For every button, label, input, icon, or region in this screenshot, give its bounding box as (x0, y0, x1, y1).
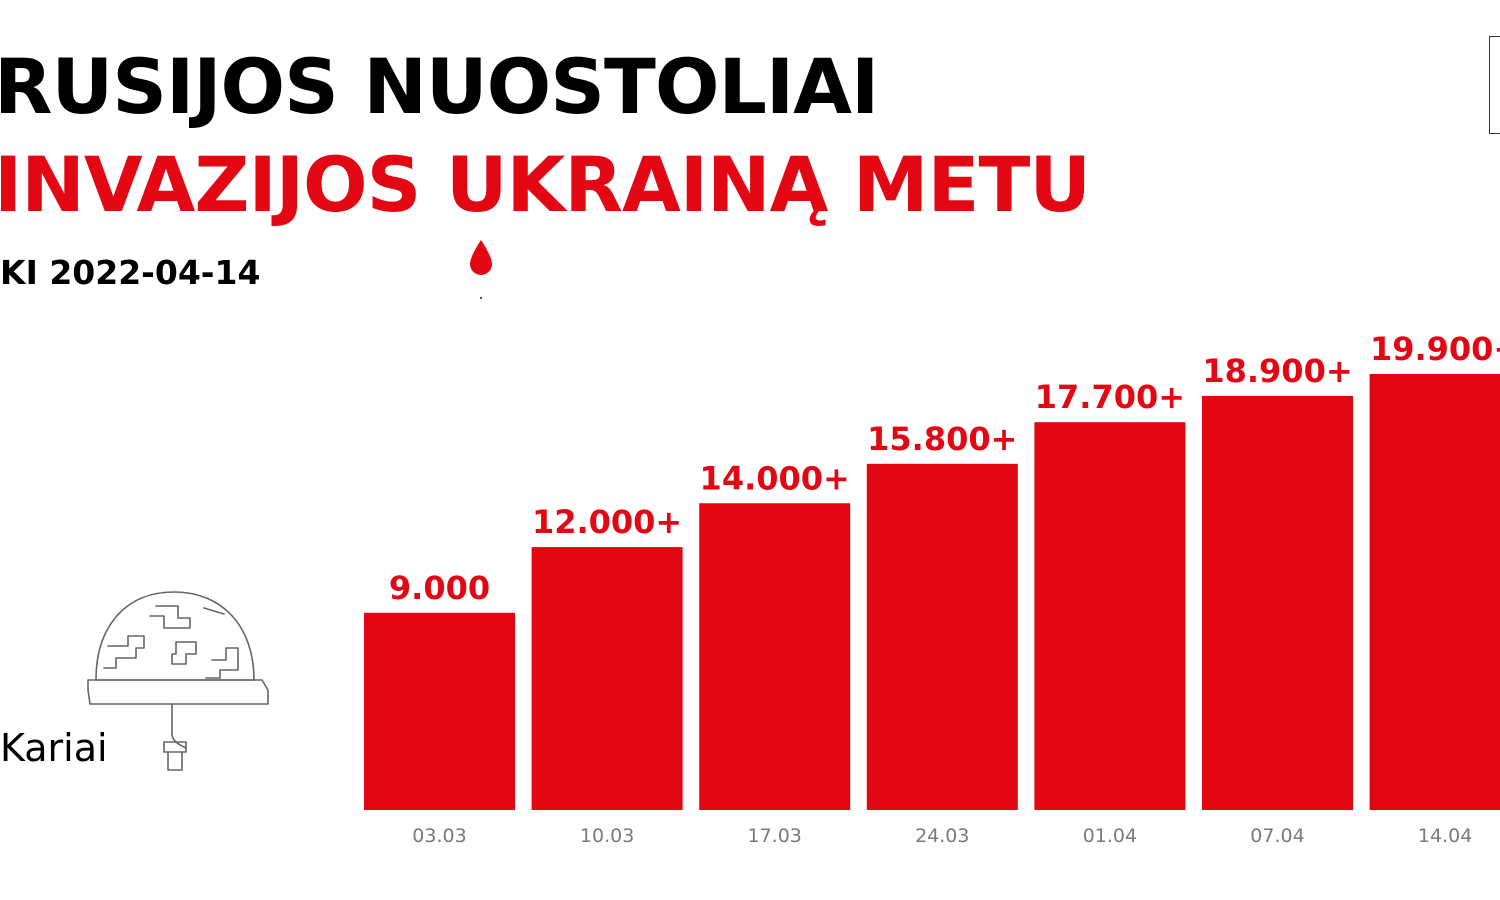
bar-value-label: 14.000+ (700, 459, 850, 497)
x-tick-label: 03.03 (412, 825, 466, 847)
x-tick-label: 10.03 (580, 825, 634, 847)
date-label: KI 2022-04-14 (0, 253, 261, 292)
bar-24.03 (866, 463, 1018, 810)
x-tick-label: 07.04 (1250, 825, 1304, 847)
x-tick-label: 01.04 (1083, 825, 1137, 847)
bar-10.03 (531, 547, 683, 810)
blood-drop-icon (470, 240, 492, 300)
bar-01.04 (1034, 422, 1186, 810)
series-label: Kariai (0, 726, 108, 770)
x-tick-label: 14.04 (1418, 825, 1472, 847)
x-tick-label: 17.03 (747, 825, 801, 847)
bar-03.03 (364, 612, 515, 810)
bar-07.04 (1202, 395, 1353, 810)
bar-value-label: 17.700+ (1035, 378, 1185, 416)
bar-value-label: 9.000 (389, 569, 490, 607)
bar-value-label: 19.900+ (1370, 330, 1500, 368)
page-title-line-2: INVAZIJOS UKRAINĄ METU (0, 140, 1091, 229)
bar-17.03 (699, 503, 851, 810)
page-title-line-1: RUSIJOS NUOSTOLIAI (0, 42, 879, 131)
bar-value-label: 12.000+ (532, 503, 682, 541)
frame-corner (1489, 36, 1500, 134)
bar-value-label: 15.800+ (867, 420, 1017, 458)
x-tick-label: 24.03 (915, 825, 969, 847)
helmet-icon (87, 591, 269, 771)
bar-14.04 (1369, 374, 1500, 810)
bar-value-label: 18.900+ (1202, 352, 1352, 390)
